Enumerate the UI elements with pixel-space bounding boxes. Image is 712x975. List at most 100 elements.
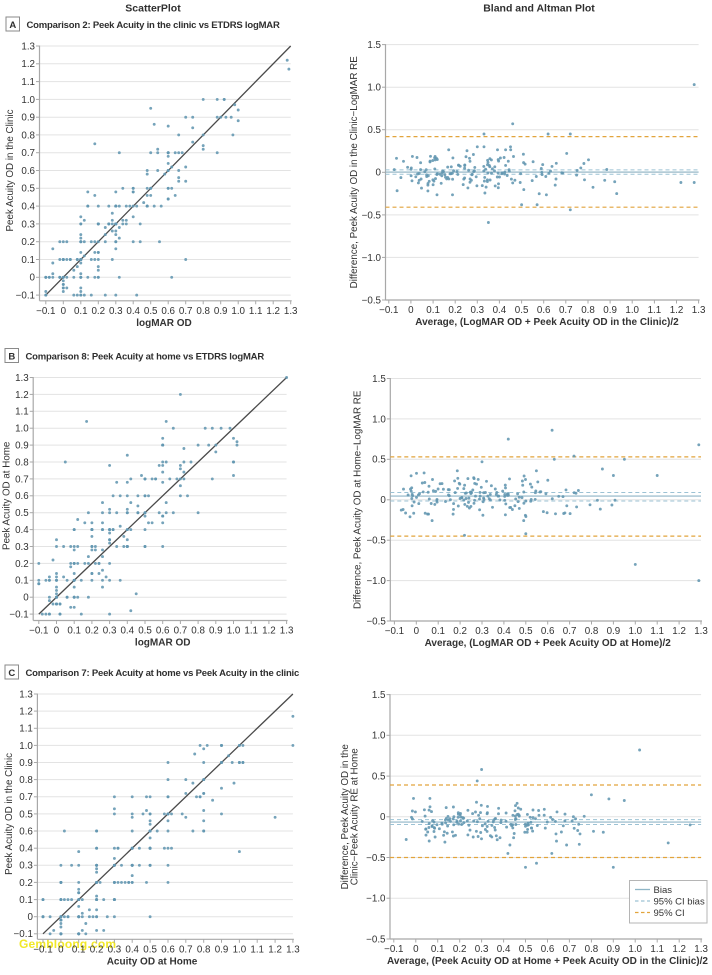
svg-text:0.5: 0.5	[372, 455, 386, 466]
svg-text:1.0: 1.0	[19, 741, 33, 752]
svg-text:1.0: 1.0	[233, 944, 247, 955]
svg-text:0.2: 0.2	[91, 306, 105, 317]
svg-text:−0.1: −0.1	[14, 929, 33, 940]
svg-text:−0.1: −0.1	[9, 610, 28, 621]
svg-text:0.1: 0.1	[15, 576, 29, 587]
svg-text:0.8: 0.8	[581, 305, 595, 316]
svg-text:0: 0	[376, 168, 382, 179]
svg-text:0: 0	[380, 495, 386, 506]
svg-text:0: 0	[54, 626, 60, 637]
svg-text:0.6: 0.6	[161, 306, 175, 317]
svg-text:0.4: 0.4	[493, 305, 507, 316]
svg-text:0.4: 0.4	[120, 626, 134, 637]
svg-text:Peek Acuity OD in the Clinic: Peek Acuity OD in the Clinic	[5, 109, 16, 231]
svg-text:−0.1: −0.1	[29, 626, 48, 637]
svg-text:1.1: 1.1	[250, 944, 264, 955]
svg-text:0.3: 0.3	[19, 861, 33, 872]
svg-text:1.1: 1.1	[249, 306, 263, 317]
svg-text:0.2: 0.2	[85, 626, 99, 637]
svg-text:0.9: 0.9	[215, 944, 229, 955]
svg-text:−0.5: −0.5	[366, 536, 386, 547]
svg-text:0.6: 0.6	[21, 166, 35, 177]
svg-text:−0.5: −0.5	[362, 295, 382, 306]
svg-text:1.5: 1.5	[372, 690, 386, 701]
svg-text:0: 0	[414, 626, 420, 637]
svg-text:0: 0	[58, 944, 64, 955]
svg-text:0.1: 0.1	[431, 626, 445, 637]
svg-text:1.1: 1.1	[21, 77, 35, 88]
svg-text:0: 0	[61, 306, 67, 317]
svg-text:1.5: 1.5	[367, 40, 381, 51]
svg-text:−0.1: −0.1	[16, 291, 35, 302]
svg-text:−0.1: −0.1	[33, 944, 52, 955]
svg-text:0: 0	[413, 944, 419, 955]
svg-text:0: 0	[408, 305, 414, 316]
svg-text:−0.1: −0.1	[379, 305, 398, 316]
svg-text:Peek Acuity OD at Home: Peek Acuity OD at Home	[2, 441, 13, 550]
svg-text:Comparison 2: Peek Acuity in t: Comparison 2: Peek Acuity in the clinic …	[27, 20, 280, 31]
svg-text:0.7: 0.7	[174, 626, 188, 637]
svg-text:0.2: 0.2	[448, 305, 462, 316]
svg-text:0.7: 0.7	[559, 305, 573, 316]
svg-text:1.3: 1.3	[280, 626, 294, 637]
svg-text:1.0: 1.0	[367, 83, 381, 94]
svg-text:0.3: 0.3	[475, 626, 489, 637]
svg-text:0.3: 0.3	[475, 944, 489, 955]
svg-text:0.4: 0.4	[497, 944, 511, 955]
svg-text:0.2: 0.2	[453, 626, 467, 637]
svg-text:1.3: 1.3	[692, 305, 706, 316]
svg-text:0.9: 0.9	[19, 758, 33, 769]
svg-text:0.6: 0.6	[15, 491, 29, 502]
svg-text:Comparison 7: Peek Acuity at h: Comparison 7: Peek Acuity at home vs Pee…	[26, 668, 300, 679]
svg-text:0.7: 0.7	[179, 306, 193, 317]
svg-text:0.8: 0.8	[196, 306, 210, 317]
svg-text:−0.5: −0.5	[362, 210, 382, 221]
svg-text:0.6: 0.6	[156, 626, 170, 637]
svg-text:1.2: 1.2	[670, 305, 684, 316]
svg-text:Clinic−Peek Acuity RE at Home: Clinic−Peek Acuity RE at Home	[350, 748, 361, 885]
svg-text:0.8: 0.8	[21, 130, 35, 141]
svg-text:0.5: 0.5	[19, 809, 33, 820]
svg-text:0.5: 0.5	[372, 772, 386, 783]
svg-text:ScatterPlot: ScatterPlot	[125, 3, 181, 15]
svg-text:1.3: 1.3	[284, 306, 298, 317]
svg-text:0.3: 0.3	[470, 305, 484, 316]
svg-text:1.2: 1.2	[15, 390, 29, 401]
svg-text:1.1: 1.1	[648, 305, 662, 316]
svg-text:logMAR OD: logMAR OD	[136, 318, 192, 329]
svg-text:0.7: 0.7	[19, 792, 33, 803]
svg-text:0.5: 0.5	[515, 305, 529, 316]
svg-text:0.7: 0.7	[21, 148, 35, 159]
svg-text:0: 0	[30, 273, 36, 284]
svg-text:0.1: 0.1	[431, 944, 445, 955]
svg-text:0.1: 0.1	[426, 305, 440, 316]
svg-text:0.7: 0.7	[563, 944, 577, 955]
svg-text:0.5: 0.5	[519, 944, 533, 955]
svg-text:1.0: 1.0	[227, 626, 241, 637]
svg-text:B: B	[8, 351, 15, 362]
svg-text:0: 0	[23, 593, 29, 604]
svg-text:1.0: 1.0	[625, 305, 639, 316]
svg-text:1.2: 1.2	[268, 944, 282, 955]
svg-text:1.2: 1.2	[672, 626, 686, 637]
svg-text:1.2: 1.2	[19, 707, 33, 718]
svg-text:Difference, Peek Acuity OD in: Difference, Peek Acuity OD in the Clinic…	[349, 56, 360, 289]
svg-text:0.4: 0.4	[19, 844, 33, 855]
svg-text:0.3: 0.3	[21, 219, 35, 230]
svg-text:0.4: 0.4	[497, 626, 511, 637]
svg-text:Average, (LogMAR OD + Peek Acu: Average, (LogMAR OD + Peek Acuity OD at …	[425, 638, 672, 649]
svg-text:−1.0: −1.0	[362, 253, 382, 264]
svg-text:0.7: 0.7	[563, 626, 577, 637]
svg-text:−0.5: −0.5	[366, 934, 386, 945]
svg-text:0.6: 0.6	[541, 944, 555, 955]
svg-text:logMAR OD: logMAR OD	[135, 638, 191, 649]
svg-text:0: 0	[380, 812, 386, 823]
svg-text:1.2: 1.2	[266, 306, 280, 317]
svg-text:1.0: 1.0	[372, 731, 386, 742]
svg-text:Average, (Peek Acuity OD at Ho: Average, (Peek Acuity OD at Home + Peek …	[387, 956, 708, 967]
svg-text:1.5: 1.5	[372, 374, 386, 385]
svg-text:0.3: 0.3	[103, 626, 117, 637]
svg-text:1.1: 1.1	[15, 407, 29, 418]
svg-text:0.2: 0.2	[453, 944, 467, 955]
svg-text:0.2: 0.2	[21, 237, 35, 248]
